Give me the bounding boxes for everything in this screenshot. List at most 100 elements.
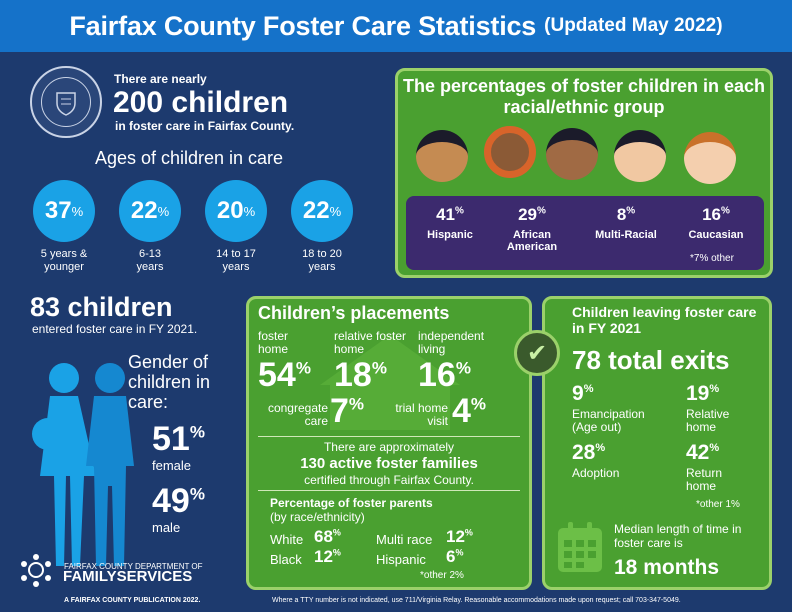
child-face-icon-african-american bbox=[484, 126, 536, 178]
male-label: male bbox=[152, 520, 181, 535]
race-note: *7% other bbox=[690, 253, 734, 264]
parents-hispanic-value: 6 bbox=[446, 547, 456, 566]
age-label-3: 18 to 20 years bbox=[302, 248, 342, 273]
trial-value: 4 bbox=[452, 392, 471, 430]
race-group-2: 8% Multi-Racial bbox=[584, 205, 668, 241]
exits-title: Children leaving foster care in FY 2021 bbox=[572, 304, 757, 336]
age-unit-0: % bbox=[71, 203, 84, 219]
ages-title: Ages of children in care bbox=[94, 148, 284, 168]
congregate-percent: 7% bbox=[330, 392, 364, 431]
congregate-label: congregate care bbox=[267, 401, 328, 428]
house-icon bbox=[320, 335, 460, 430]
relative-percent: 18% bbox=[334, 356, 387, 395]
foster-home-unit: % bbox=[295, 358, 311, 378]
relative-exit-value: 19 bbox=[686, 382, 710, 405]
parents-multi-label: Multi race bbox=[376, 532, 433, 547]
race-group-3: 16% Caucasian bbox=[674, 205, 758, 241]
independent-percent: 16% bbox=[418, 356, 471, 395]
dept-big: FAMILYSERVICES bbox=[63, 568, 193, 585]
parents-multi-percent: 12% bbox=[446, 527, 473, 547]
parents-black-unit: % bbox=[332, 547, 341, 558]
intro-count: 200 children bbox=[113, 86, 289, 119]
county-seal bbox=[30, 66, 102, 138]
parents-white-value: 68 bbox=[314, 527, 333, 546]
age-value-3: 22 bbox=[302, 197, 330, 224]
age-value-2: 20 bbox=[216, 197, 244, 224]
male-unit: % bbox=[189, 484, 205, 504]
race-value-3: 16 bbox=[702, 205, 721, 224]
families-post: certified through Fairfax County. bbox=[304, 473, 474, 487]
seal-crest-icon bbox=[56, 92, 76, 116]
updated-date: (Updated May 2022) bbox=[544, 15, 723, 36]
parents-black-value: 12 bbox=[314, 547, 333, 566]
adoption-value: 28 bbox=[572, 441, 596, 464]
parents-other: *other 2% bbox=[420, 570, 464, 581]
seal-inner bbox=[41, 77, 91, 127]
parents-multi-value: 12 bbox=[446, 527, 465, 546]
race-unit-2: % bbox=[626, 205, 636, 217]
independent-value: 16 bbox=[418, 356, 456, 394]
median-value: 18 months bbox=[614, 556, 720, 579]
relative-value: 18 bbox=[334, 356, 372, 394]
return-unit: % bbox=[709, 442, 720, 454]
race-title: The percentages of foster children in ea… bbox=[402, 76, 766, 117]
male-percent: 49% bbox=[152, 482, 205, 521]
placements-title: Children’s placements bbox=[258, 303, 450, 323]
intro-in-care: in foster care in Fairfax County. bbox=[115, 119, 295, 133]
age-circle-3: 22% bbox=[291, 180, 353, 242]
relative-label: relative foster home bbox=[334, 329, 407, 356]
parents-hispanic-label: Hispanic bbox=[376, 552, 426, 567]
age-value-0: 37 bbox=[44, 197, 72, 224]
congregate-unit: % bbox=[348, 394, 365, 414]
parents-white-percent: 68% bbox=[314, 527, 341, 547]
age-circle-0: 37% bbox=[33, 180, 95, 242]
race-unit-1: % bbox=[537, 205, 546, 217]
race-label-3: Caucasian bbox=[688, 229, 744, 241]
adoption-percent: 28% bbox=[572, 441, 605, 465]
age-label-1: 6-13 years bbox=[136, 248, 164, 273]
race-value-1: 29 bbox=[518, 205, 537, 224]
median-label: Median length of time in foster care is bbox=[614, 522, 742, 550]
intro-nearly: There are nearly bbox=[114, 72, 207, 86]
relative-exit-unit: % bbox=[709, 383, 720, 395]
exits-total: 78 total exits bbox=[572, 345, 730, 375]
accessibility-note: Where a TTY number is not indicated, use… bbox=[272, 597, 681, 604]
parents-black-percent: 12% bbox=[314, 547, 341, 567]
emancipation-percent: 9% bbox=[572, 382, 593, 406]
race-group-1: 29% African American bbox=[492, 205, 572, 253]
parents-title: Percentage of foster parents bbox=[270, 496, 433, 510]
calendar-icon bbox=[558, 522, 602, 572]
age-unit-1: % bbox=[157, 203, 170, 219]
race-unit-0: % bbox=[455, 205, 464, 217]
race-value-2: 8 bbox=[616, 205, 627, 224]
placements-divider-top bbox=[258, 436, 520, 437]
families-count: 130 active foster families bbox=[300, 455, 478, 472]
age-circle-2: 20% bbox=[205, 180, 267, 242]
relative-exit-label: Relative home bbox=[686, 407, 730, 434]
child-face-icon-caucasian bbox=[684, 132, 736, 184]
return-percent: 42% bbox=[686, 441, 719, 465]
foster-home-value: 54 bbox=[258, 356, 296, 394]
race-label-2: Multi-Racial bbox=[595, 229, 657, 241]
foster-home-label: foster home bbox=[258, 329, 289, 356]
race-label-0: Hispanic bbox=[427, 229, 473, 241]
parents-hispanic-percent: 6% bbox=[446, 547, 463, 567]
independent-label: independent living bbox=[418, 329, 485, 356]
title-bar: Fairfax County Foster Care Statistics (U… bbox=[0, 0, 792, 52]
checkmark-icon: ✔ bbox=[514, 330, 560, 376]
publication-note: A FAIRFAX COUNTY PUBLICATION 2022. bbox=[64, 597, 201, 604]
age-value-1: 22 bbox=[130, 197, 158, 224]
trial-label: trial home visit bbox=[395, 401, 448, 428]
child-face-icon-asian bbox=[614, 130, 666, 182]
age-label-0: 5 years & younger bbox=[40, 248, 88, 273]
race-label-1: African American bbox=[506, 229, 558, 253]
return-label: Return home bbox=[686, 466, 723, 493]
parents-black-label: Black bbox=[270, 552, 302, 567]
gender-title: Gender of children in care: bbox=[128, 352, 211, 412]
male-value: 49 bbox=[152, 482, 190, 520]
age-unit-3: % bbox=[329, 203, 342, 219]
relative-unit: % bbox=[371, 358, 387, 378]
age-unit-2: % bbox=[243, 203, 256, 219]
parents-white-label: White bbox=[270, 532, 304, 547]
children-silhouette-icon bbox=[32, 363, 134, 566]
